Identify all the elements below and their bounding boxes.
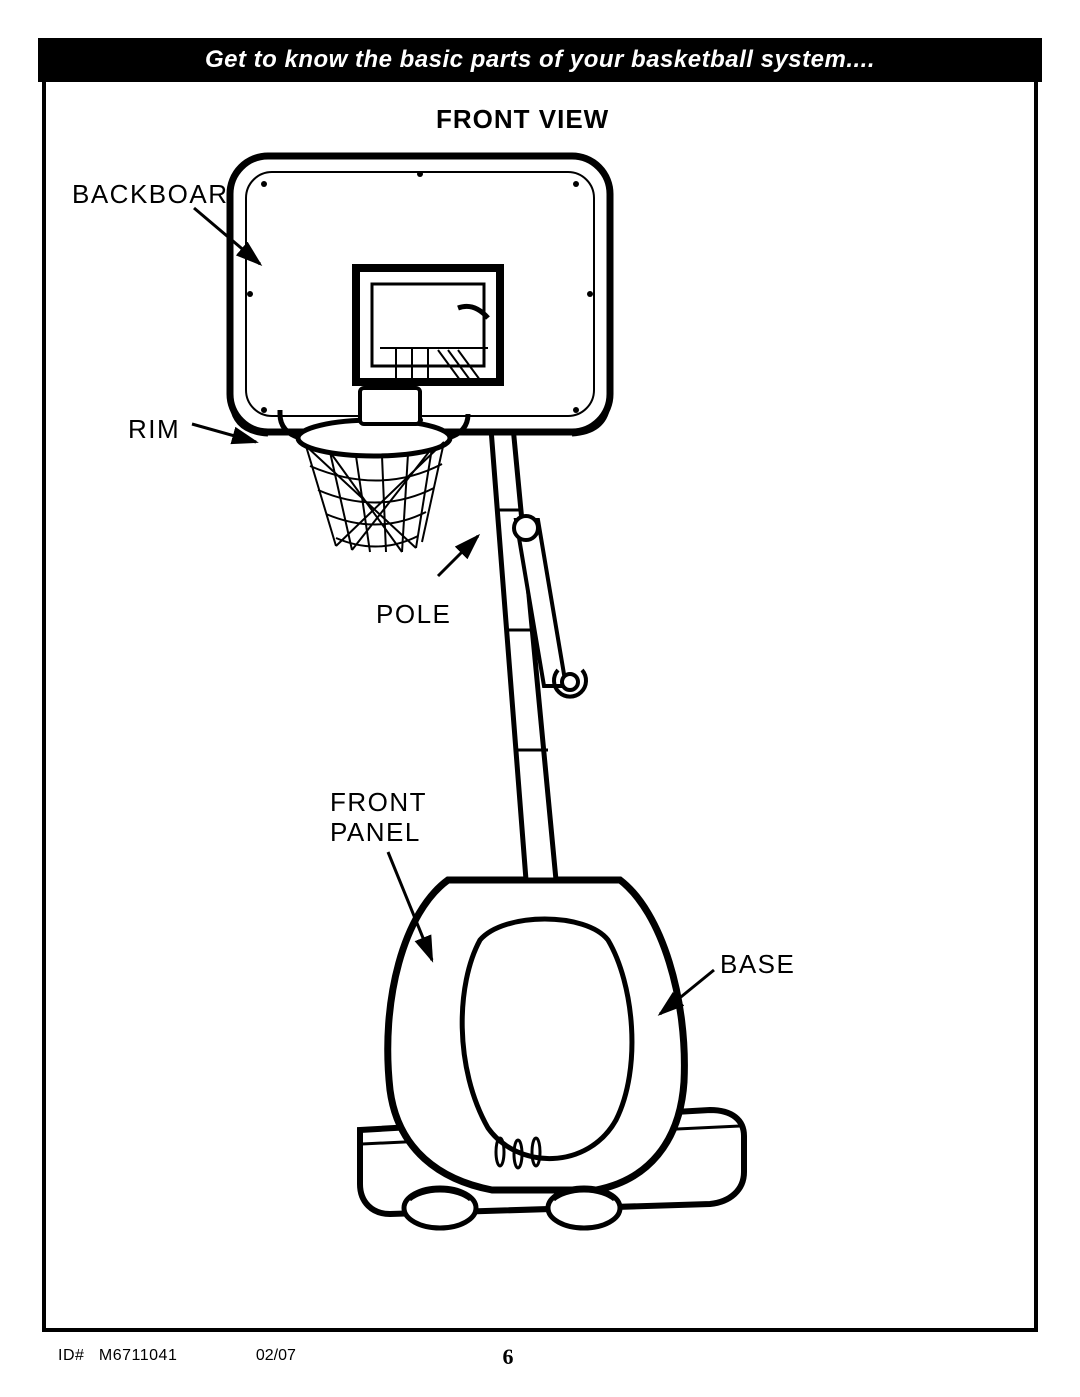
- footer-page: 6: [58, 1344, 958, 1370]
- header-text: Get to know the basic parts of your bask…: [205, 46, 875, 73]
- net: [306, 442, 444, 552]
- arrow-pole: [438, 536, 478, 576]
- header-bar: Get to know the basic parts of your bask…: [38, 38, 1042, 82]
- footer: ID# M6711041 02/07 6: [58, 1344, 1038, 1365]
- diagram-svg: [60, 90, 1020, 1320]
- inner-square: [356, 268, 500, 382]
- front-panel-inner: [462, 919, 632, 1159]
